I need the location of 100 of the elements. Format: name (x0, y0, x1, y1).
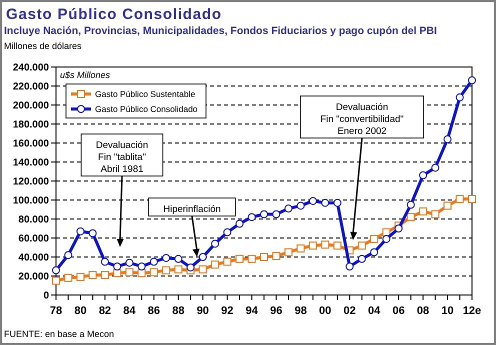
point (272, 252, 280, 260)
point (150, 258, 158, 266)
point (333, 242, 342, 250)
y-axis-title: u$s Millones (60, 70, 111, 80)
x-tick-label: 10 (441, 305, 454, 317)
point (88, 229, 97, 238)
y-tick-label: 20.000 (18, 272, 50, 282)
point (198, 253, 207, 261)
point (52, 276, 60, 285)
text: Millones de dólares (4, 41, 82, 51)
point (431, 210, 440, 218)
y-tick-label: 60.000 (18, 234, 50, 244)
annotation: Devaluación Fin "convertibilidad" Enero 2002 (320, 102, 404, 137)
y-tick-label: 220.000 (12, 82, 50, 92)
y-tick-label: 0 (43, 290, 50, 302)
x-tick-label: 86 (148, 305, 160, 317)
point (223, 258, 232, 266)
x-tick-label: 80 (74, 305, 87, 317)
point (346, 262, 354, 270)
point (358, 242, 366, 250)
point (100, 271, 109, 280)
point (125, 268, 134, 276)
point (444, 202, 452, 210)
chart-title: Gasto Público Consolidado (6, 6, 222, 23)
point (162, 266, 170, 274)
x-tick-label: 98 (294, 305, 307, 317)
y-tick-label: 100.000 (12, 196, 50, 206)
y-tick-label: 120.000 (12, 176, 50, 188)
point (236, 220, 244, 228)
x-tick-label: 94 (246, 305, 259, 317)
point (113, 269, 122, 278)
x-tick-label: 84 (123, 305, 136, 317)
point (370, 234, 378, 243)
y-tick-label: 80.000 (18, 214, 50, 226)
point (308, 196, 317, 205)
x-tick-label: 90 (196, 305, 209, 317)
point (150, 268, 158, 276)
point (186, 263, 195, 272)
annotation: Devaluación Fin "tablita" Abril 1981 (96, 140, 148, 175)
legend-label: Gasto Público Sustentable (95, 88, 196, 99)
point (64, 251, 72, 260)
point (308, 242, 317, 250)
x-tick-label: 78 (50, 305, 62, 317)
y-tick-label: 40.000 (18, 252, 50, 264)
point (248, 213, 256, 222)
y-tick-label: 200.000 (12, 100, 50, 112)
point (382, 234, 390, 243)
x-tick-label: 00 (319, 305, 332, 317)
point (284, 204, 292, 213)
point (444, 135, 452, 144)
point (296, 202, 305, 210)
y-tick-label: 140.000 (12, 158, 50, 168)
point (211, 260, 220, 269)
point (248, 254, 256, 263)
x-tick-label: 02 (344, 305, 356, 317)
point (406, 213, 415, 222)
point (138, 269, 146, 278)
point (198, 265, 207, 274)
x-tick-label: 08 (416, 305, 430, 317)
point (174, 254, 182, 263)
x-tick-label: 04 (368, 305, 382, 317)
point (333, 198, 342, 207)
point (113, 262, 122, 270)
point (431, 164, 440, 172)
y-tick-label: 180.000 (12, 120, 50, 130)
point (321, 198, 330, 207)
x-tick-label: 92 (221, 305, 234, 317)
x-tick-label: 96 (270, 305, 282, 317)
point (419, 171, 428, 180)
point (162, 254, 170, 262)
point (394, 224, 403, 232)
point (370, 248, 378, 256)
point (88, 271, 97, 280)
point (125, 258, 134, 267)
point (468, 76, 476, 84)
x-tick-label: 12e (462, 305, 482, 317)
x-tick-label: 88 (172, 305, 184, 317)
point (358, 254, 366, 263)
point (76, 227, 84, 236)
y-tick-label: 160.000 (12, 138, 50, 150)
x-tick-label: 06 (392, 305, 405, 317)
point (456, 93, 464, 102)
point (260, 210, 268, 218)
point (296, 244, 305, 252)
point (52, 266, 60, 274)
point (419, 207, 428, 216)
point (406, 200, 415, 209)
point (321, 240, 330, 249)
point (211, 240, 220, 248)
point (260, 253, 268, 261)
point (174, 265, 182, 274)
y-tick-label: 240.000 (12, 62, 50, 74)
chart-subtitle: Incluye Nación, Provincias, Municipalidades, Fondos Fiduciarios y pago cupón del PBI (4, 25, 437, 37)
point (76, 272, 84, 281)
annotation: Hiperinflación (163, 204, 221, 215)
point (138, 262, 146, 270)
point (223, 228, 232, 236)
point (64, 274, 72, 282)
point (284, 248, 292, 256)
point (456, 195, 464, 204)
